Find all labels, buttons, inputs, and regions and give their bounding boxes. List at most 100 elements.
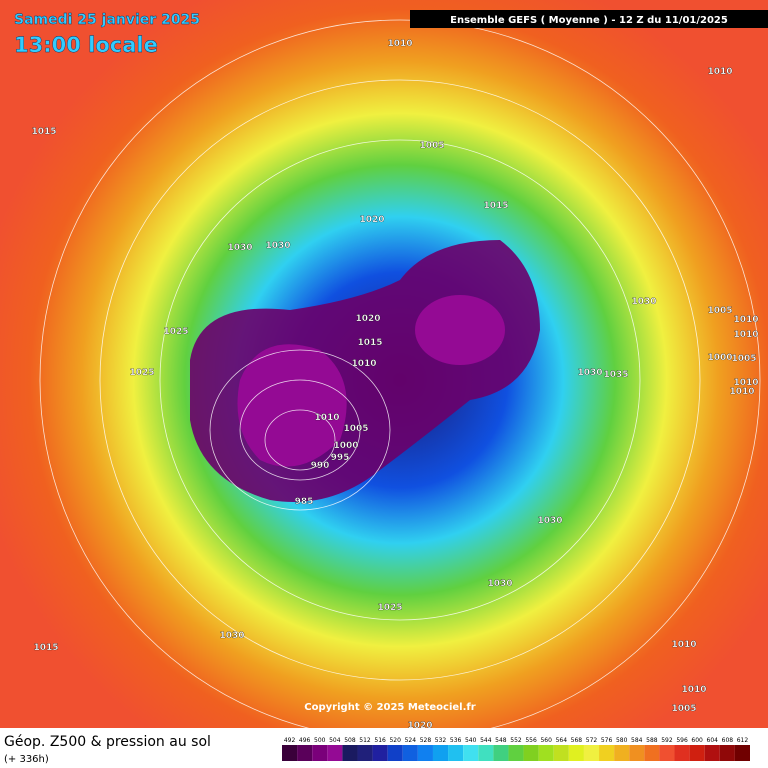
scale-swatch: [644, 745, 660, 761]
scale-label: 504: [329, 737, 341, 744]
scale-label: 532: [435, 737, 447, 744]
isobar-label: 1010: [671, 640, 696, 650]
isobar-label: 1010: [729, 387, 754, 397]
isobar-label: 1000: [333, 441, 358, 451]
isobar-label: 1000: [707, 353, 732, 363]
scale-swatch: [342, 745, 358, 761]
isobar-label: 1030: [577, 368, 602, 378]
isobar-label: 1025: [377, 603, 402, 613]
isobar-label: 1015: [483, 201, 508, 211]
isobar-label: 1015: [33, 643, 58, 653]
isobar-label: 1030: [537, 516, 562, 526]
scale-label: 608: [722, 737, 734, 744]
scale-label: 520: [389, 737, 401, 744]
isobar-label: 1030: [265, 241, 290, 251]
scale-swatch: [704, 745, 720, 761]
isobar-label: 1030: [631, 297, 656, 307]
isobar-label: 1005: [671, 704, 696, 714]
isobar-label: 1030: [487, 579, 512, 589]
scale-label: 564: [556, 737, 568, 744]
scale-swatch: [674, 745, 690, 761]
scale-swatch: [659, 745, 675, 761]
scale-label: 496: [299, 737, 311, 744]
scale-swatch: [357, 745, 373, 761]
footer-title: Géop. Z500 & pression au sol: [4, 734, 211, 750]
isobar-label: 1010: [351, 359, 376, 369]
scale-label: 560: [540, 737, 552, 744]
isobar-label: 1005: [731, 354, 756, 364]
scale-label: 552: [510, 737, 522, 744]
scale-swatch: [372, 745, 388, 761]
model-banner: [410, 10, 768, 28]
scale-swatch: [538, 745, 554, 761]
isobar-label: 1020: [407, 721, 432, 731]
scale-swatch: [448, 745, 464, 761]
isobar-label: 1035: [603, 370, 628, 380]
isobar-label: 1015: [357, 338, 382, 348]
isobar-label: 1010: [314, 413, 339, 423]
scale-label: 544: [480, 737, 492, 744]
color-scale: 492 496 500 504 508 512 516 520 524 528 532 536 540 5…: [282, 737, 750, 761]
scale-label: 536: [450, 737, 462, 744]
scale-swatch: [312, 745, 328, 761]
low-core: [237, 344, 347, 467]
isobar-label: 1010: [707, 67, 732, 77]
scale-label: 516: [374, 737, 386, 744]
scale-swatch: [432, 745, 449, 761]
scale-swatch: [417, 745, 433, 761]
scale-label: 576: [601, 737, 613, 744]
scale-label: 592: [661, 737, 673, 744]
scale-label: 512: [359, 737, 371, 744]
scale-swatch: [508, 745, 524, 761]
isobar-label: 1005: [343, 424, 368, 434]
isobar-label: 1010: [733, 315, 758, 325]
isobar-label: 1005: [707, 306, 732, 316]
scale-label: 584: [631, 737, 643, 744]
scale-label: 572: [586, 737, 598, 744]
scale-swatch: [568, 745, 584, 761]
scale-label: 588: [646, 737, 658, 744]
scale-label: 612: [737, 737, 749, 744]
isobar-label: 1010: [733, 330, 758, 340]
scale-swatch: [463, 745, 479, 761]
scale-swatch: [719, 745, 735, 761]
scale-label: 568: [571, 737, 583, 744]
scale-swatch: [583, 745, 600, 761]
scale-swatch: [478, 745, 494, 761]
scale-swatch: [734, 745, 750, 761]
scale-swatch: [297, 745, 313, 761]
lead-time: (+ 336h): [4, 754, 49, 765]
scale-swatch: [402, 745, 418, 761]
scale-label: 492: [284, 737, 296, 744]
scale-label: 540: [465, 737, 477, 744]
isobar-label: 1010: [733, 378, 758, 388]
scale-label: 528: [420, 737, 432, 744]
date: Samedi 25 janvier 2025: [14, 12, 200, 28]
isobar-label: 1020: [355, 314, 380, 324]
isobar-label: 1025: [129, 368, 154, 378]
scale-label: 600: [691, 737, 703, 744]
model-info: Ensemble GEFS ( Moyenne ) - 12 Z du 11/0…: [450, 15, 728, 26]
isobar-label: 990: [311, 461, 330, 471]
scale-swatch: [387, 745, 403, 761]
scale-swatch: [689, 745, 705, 761]
scale-swatch: [629, 745, 645, 761]
scale-label: 596: [676, 737, 688, 744]
isobar-label: 995: [331, 453, 350, 463]
isobar-label: 985: [295, 497, 314, 507]
scale-swatch: [282, 745, 298, 761]
scale-label: 524: [405, 737, 417, 744]
scale-label: 500: [314, 737, 326, 744]
isobar-label: 1010: [681, 685, 706, 695]
isobar-label: 1020: [359, 215, 384, 225]
scale-label: 508: [344, 737, 356, 744]
scale-label: 548: [495, 737, 507, 744]
scale-label: 604: [707, 737, 719, 744]
isobar-label: 1005: [419, 141, 444, 151]
scale-swatch: [327, 745, 343, 761]
isobar-label: 1030: [219, 631, 244, 641]
scale-swatch: [493, 745, 509, 761]
scale-label: 580: [616, 737, 628, 744]
